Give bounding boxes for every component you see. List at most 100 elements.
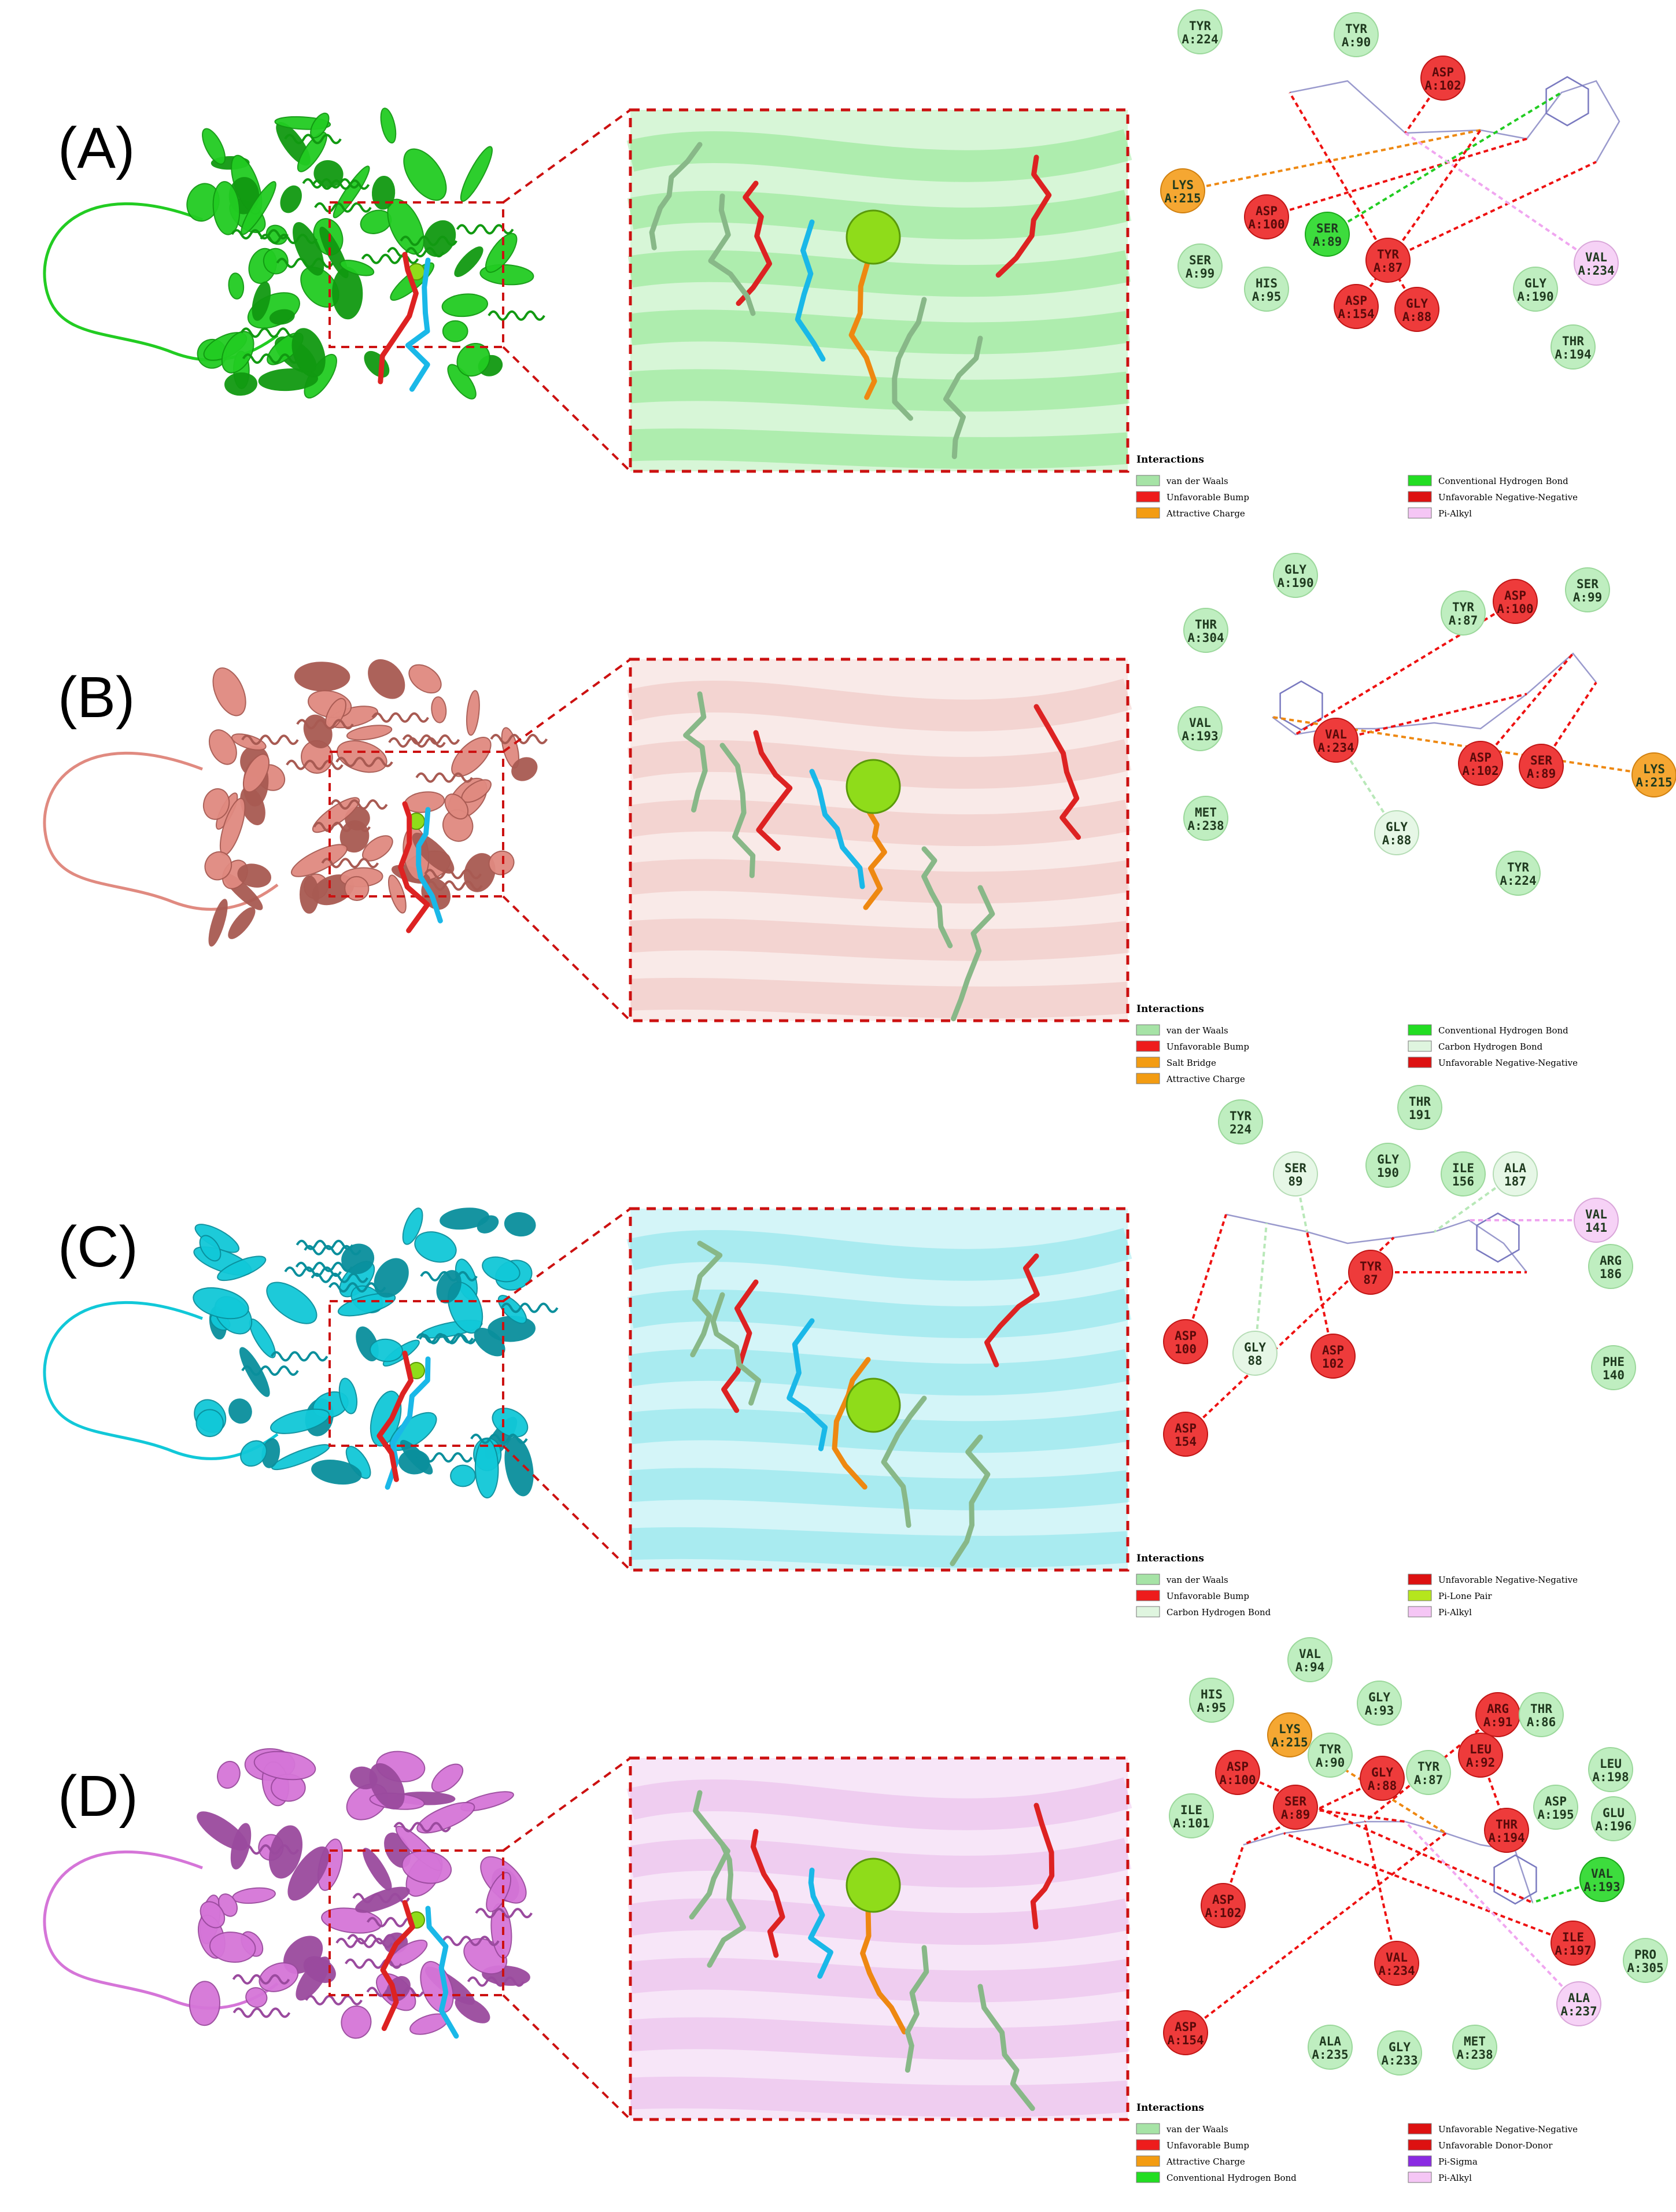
residue-name: VAL <box>1591 1867 1613 1881</box>
zoom-view <box>626 1209 1132 1570</box>
zoom-view <box>626 659 1132 1021</box>
residue-id: A:224 <box>1182 32 1218 46</box>
residue-name: LYS <box>1279 1722 1301 1736</box>
residue-name: GLU <box>1603 1806 1625 1820</box>
residue-name: LYS <box>1643 762 1665 776</box>
residue-id: A:237 <box>1560 2004 1597 2018</box>
residue-name: GLY <box>1406 297 1428 311</box>
residue-name: GLY <box>1389 2040 1411 2054</box>
legend-label: Unfavorable Bump <box>1166 492 1249 503</box>
panel-a: (A)TYRA:224TYRA:90ASPA:102LYSA:215ASPA:1… <box>43 9 1620 519</box>
residue-id: A:234 <box>1578 264 1614 278</box>
residue-name: TYR <box>1417 1760 1439 1774</box>
residue-id: 102 <box>1322 1357 1344 1371</box>
panel-label: (C) <box>58 1214 138 1279</box>
residue-id: A:224 <box>1500 874 1536 888</box>
interaction-line <box>1326 91 1563 235</box>
residue-id: A:235 <box>1312 2048 1348 2062</box>
residue-id: A:197 <box>1555 1944 1591 1958</box>
residue-id: A:100 <box>1219 1773 1256 1787</box>
legend-item: Pi-Lone Pair <box>1408 1590 1492 1601</box>
legend-item: van der Waals <box>1136 1574 1228 1585</box>
legend: Interactions van der Waals Unfavorable Neg… <box>1136 1553 1578 1618</box>
legend-item: van der Waals <box>1136 475 1228 486</box>
zoom-box <box>629 1756 1129 2121</box>
legend-swatch <box>1136 1590 1160 1601</box>
legend-label: Conventional Hydrogen Bond <box>1166 2173 1297 2183</box>
legend-swatch <box>1136 1024 1160 1036</box>
residue-id: A:89 <box>1281 1808 1310 1822</box>
residue-id: A:95 <box>1252 290 1282 304</box>
residue-id: A:100 <box>1497 602 1533 616</box>
residue-name: LEU <box>1600 1757 1622 1771</box>
ligand-ring <box>1493 1854 1537 1905</box>
panel-label: (A) <box>58 116 135 180</box>
residue-name: SER <box>1530 754 1552 767</box>
interaction-line <box>1283 1832 1574 1944</box>
legend-label: Carbon Hydrogen Bond <box>1438 1042 1543 1052</box>
residue-id: 156 <box>1452 1175 1474 1188</box>
residue-id: A:194 <box>1488 1831 1524 1845</box>
legend-swatch <box>1408 1606 1432 1618</box>
residue-name: VAL <box>1585 1207 1607 1221</box>
legend-label: Conventional Hydrogen Bond <box>1438 1025 1568 1036</box>
legend-swatch <box>1136 2172 1160 2183</box>
residue-id: 141 <box>1585 1221 1607 1235</box>
residue-name: ASP <box>1175 2020 1197 2034</box>
residue-name: VAL <box>1299 1647 1321 1661</box>
interaction-line <box>1266 138 1527 218</box>
legend-item: Unfavorable Donor-Donor <box>1408 2139 1553 2151</box>
residue-name: GLY <box>1524 276 1546 290</box>
residue-id: A:92 <box>1466 1756 1496 1770</box>
residue-id: A:195 <box>1537 1808 1574 1822</box>
residue-name: TYR <box>1319 1742 1341 1756</box>
residue-name: TYR <box>1377 248 1399 261</box>
interaction-line <box>1306 1231 1334 1357</box>
legend-item: Unfavorable Negative-Negative <box>1408 491 1578 503</box>
residue-name: SER <box>1577 577 1599 591</box>
residue-id: 186 <box>1600 1267 1622 1281</box>
residue-id: A:234 <box>1317 741 1354 755</box>
residue-id: A:154 <box>1167 2033 1204 2047</box>
legend-item: Conventional Hydrogen Bond <box>1136 2172 1297 2183</box>
legend-swatch <box>1136 1574 1160 1585</box>
residue-id: A:234 <box>1378 1964 1415 1978</box>
legend-item: Unfavorable Bump <box>1136 1040 1249 1052</box>
legend-swatch <box>1136 1606 1160 1618</box>
legend-swatch <box>1408 2139 1432 2151</box>
zoom-view <box>626 1758 1132 2119</box>
magnesium-ion-icon <box>846 1378 901 1433</box>
residue-id: 224 <box>1230 1122 1252 1136</box>
residue-name: ASP <box>1227 1760 1249 1774</box>
legend-item: Unfavorable Bump <box>1136 1590 1249 1601</box>
residue-id: A:88 <box>1402 310 1432 324</box>
residue-id: A:89 <box>1527 767 1556 781</box>
residue-name: THR <box>1562 334 1584 348</box>
residue-id: A:198 <box>1592 1770 1629 1784</box>
interaction-line <box>1254 1223 1268 1354</box>
residue-name: THR <box>1409 1095 1431 1109</box>
residue-name: ASP <box>1504 589 1526 603</box>
legend-label: Conventional Hydrogen Bond <box>1438 476 1568 486</box>
binding-site-box <box>328 1849 504 1996</box>
residue-id: A:190 <box>1277 576 1313 590</box>
